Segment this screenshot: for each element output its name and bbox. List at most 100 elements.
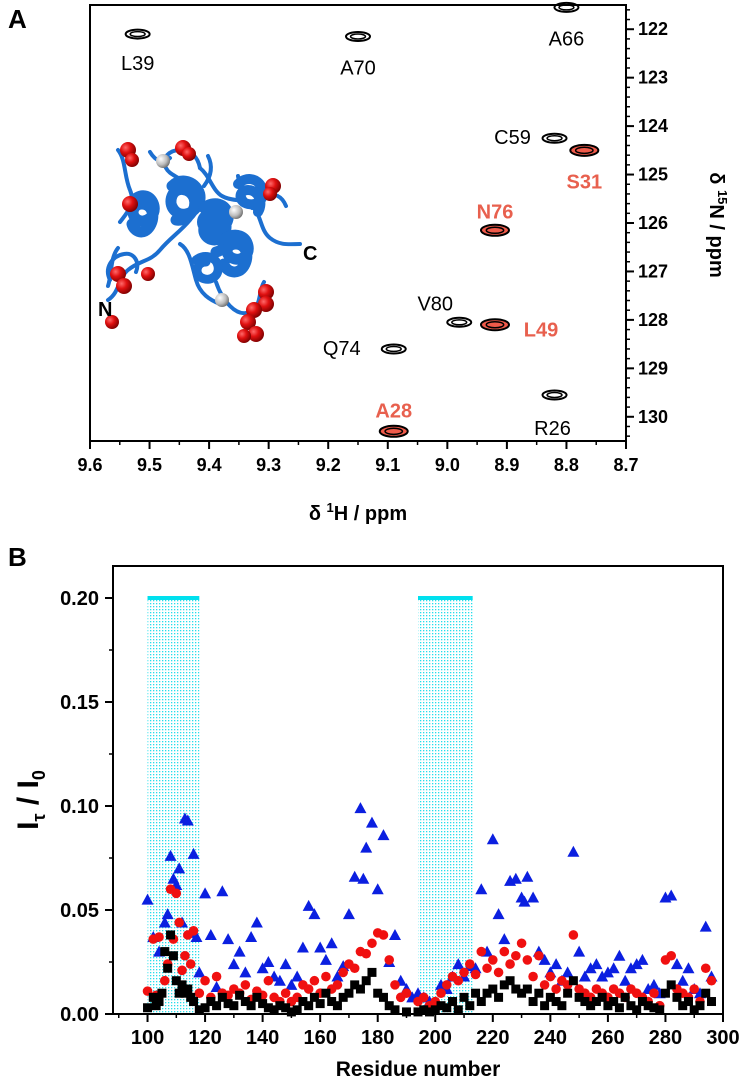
a-y-tick-label: 130 bbox=[638, 407, 668, 427]
data-point-circle bbox=[177, 965, 187, 976]
data-point-triangle bbox=[348, 870, 361, 882]
data-point-square bbox=[465, 1001, 475, 1011]
data-point-circle bbox=[470, 969, 481, 980]
data-point-square bbox=[390, 1005, 400, 1015]
data-point-circle bbox=[568, 930, 579, 940]
data-point-square bbox=[666, 980, 676, 990]
data-point-circle bbox=[453, 975, 464, 986]
peak-label-n76: N76 bbox=[477, 201, 514, 223]
peak-contour-inner bbox=[546, 134, 563, 142]
data-point-circle bbox=[706, 975, 717, 986]
data-point-circle bbox=[171, 888, 182, 899]
data-point-square bbox=[603, 1001, 613, 1011]
data-point-circle bbox=[511, 950, 521, 961]
data-point-square bbox=[321, 988, 331, 998]
data-point-square bbox=[706, 997, 716, 1007]
data-point-square bbox=[327, 997, 337, 1007]
data-point-triangle bbox=[337, 960, 350, 972]
data-point-square bbox=[511, 984, 521, 994]
data-point-triangle bbox=[538, 953, 551, 965]
data-point-square bbox=[235, 990, 245, 1000]
data-point-square bbox=[200, 1003, 210, 1013]
peak-contour-inner bbox=[485, 320, 505, 329]
data-point-square bbox=[361, 976, 371, 986]
data-point-triangle bbox=[279, 958, 292, 970]
b-x-tick-label: 260 bbox=[591, 1027, 624, 1049]
peak-contour bbox=[380, 343, 407, 355]
b-x-tick-label: 200 bbox=[419, 1027, 452, 1049]
a-x-tick-label: 9.5 bbox=[137, 455, 162, 475]
data-point-square bbox=[194, 1005, 204, 1015]
data-point-triangle bbox=[357, 872, 370, 884]
panel-b-plot-frame bbox=[112, 565, 724, 1015]
data-point-triangle bbox=[302, 899, 315, 911]
data-point-circle bbox=[700, 963, 711, 974]
data-point-circle bbox=[539, 980, 550, 990]
data-point-triangle bbox=[222, 933, 235, 945]
data-point-triangle bbox=[245, 931, 258, 943]
shaded-region bbox=[147, 598, 200, 1014]
b-y-tick-label: 0.10 bbox=[60, 796, 99, 818]
data-point-circle bbox=[551, 984, 561, 994]
data-point-square bbox=[275, 1001, 285, 1011]
b-x-tick-label: 140 bbox=[246, 1027, 279, 1049]
a-x-tick-label: 8.8 bbox=[554, 455, 579, 475]
data-point-square bbox=[206, 997, 216, 1007]
data-point-triangle bbox=[210, 980, 223, 992]
data-point-square bbox=[168, 951, 178, 961]
data-point-square bbox=[413, 1007, 423, 1017]
b-x-tick-label: 280 bbox=[649, 1027, 682, 1049]
b-y-tick-label: 0.05 bbox=[60, 900, 99, 922]
shaded-region bbox=[418, 598, 473, 1014]
b-x-tick-label: 160 bbox=[303, 1027, 336, 1049]
data-point-square bbox=[689, 1005, 699, 1015]
a-x-tick-label: 9.0 bbox=[435, 455, 460, 475]
data-point-triangle bbox=[596, 970, 609, 982]
panel-label-a: A bbox=[8, 4, 27, 34]
peak-contour bbox=[541, 389, 568, 401]
data-point-triangle bbox=[578, 970, 591, 982]
data-point-triangle bbox=[377, 829, 390, 841]
data-point-square bbox=[649, 1003, 659, 1013]
data-point-square bbox=[384, 1001, 394, 1011]
data-point-square bbox=[160, 947, 170, 957]
data-point-circle bbox=[194, 988, 205, 998]
peak-contour bbox=[345, 30, 371, 42]
data-point-square bbox=[373, 988, 383, 998]
data-point-square bbox=[263, 1003, 273, 1013]
data-point-square bbox=[240, 997, 250, 1007]
data-point-square bbox=[517, 988, 527, 998]
data-point-square bbox=[163, 963, 173, 973]
data-point-square bbox=[448, 997, 458, 1007]
peak-contour-inner bbox=[574, 146, 594, 155]
data-point-triangle bbox=[342, 908, 355, 920]
a-x-tick-label: 9.4 bbox=[197, 455, 222, 475]
data-point-circle bbox=[418, 992, 429, 1003]
data-point-square bbox=[551, 997, 561, 1007]
data-point-circle bbox=[188, 926, 199, 936]
data-point-square bbox=[292, 1005, 302, 1015]
b-x-tick-label: 220 bbox=[476, 1027, 509, 1049]
peak-label-a70: A70 bbox=[340, 57, 376, 79]
data-point-square bbox=[229, 1001, 239, 1011]
peak-label-q74: Q74 bbox=[323, 338, 361, 360]
data-point-square bbox=[166, 930, 176, 940]
data-point-square bbox=[174, 988, 184, 998]
data-point-square bbox=[580, 997, 590, 1007]
data-point-square bbox=[332, 1001, 342, 1011]
data-point-square bbox=[309, 992, 319, 1002]
data-point-square bbox=[632, 1005, 642, 1015]
data-point-triangle bbox=[665, 889, 678, 901]
data-point-square bbox=[655, 1005, 665, 1015]
data-point-triangle bbox=[164, 849, 177, 861]
peak-label-c59: C59 bbox=[494, 127, 531, 149]
data-point-square bbox=[269, 1005, 279, 1015]
peak-label-s31: S31 bbox=[567, 171, 603, 193]
data-point-triangle bbox=[262, 956, 275, 967]
panel-b-shaded-regions bbox=[147, 596, 473, 1014]
data-point-circle bbox=[441, 980, 452, 990]
b-y-tick-label: 0.00 bbox=[60, 1004, 99, 1026]
data-point-triangle bbox=[584, 962, 597, 974]
data-point-square bbox=[171, 976, 181, 986]
data-point-triangle bbox=[573, 945, 586, 957]
